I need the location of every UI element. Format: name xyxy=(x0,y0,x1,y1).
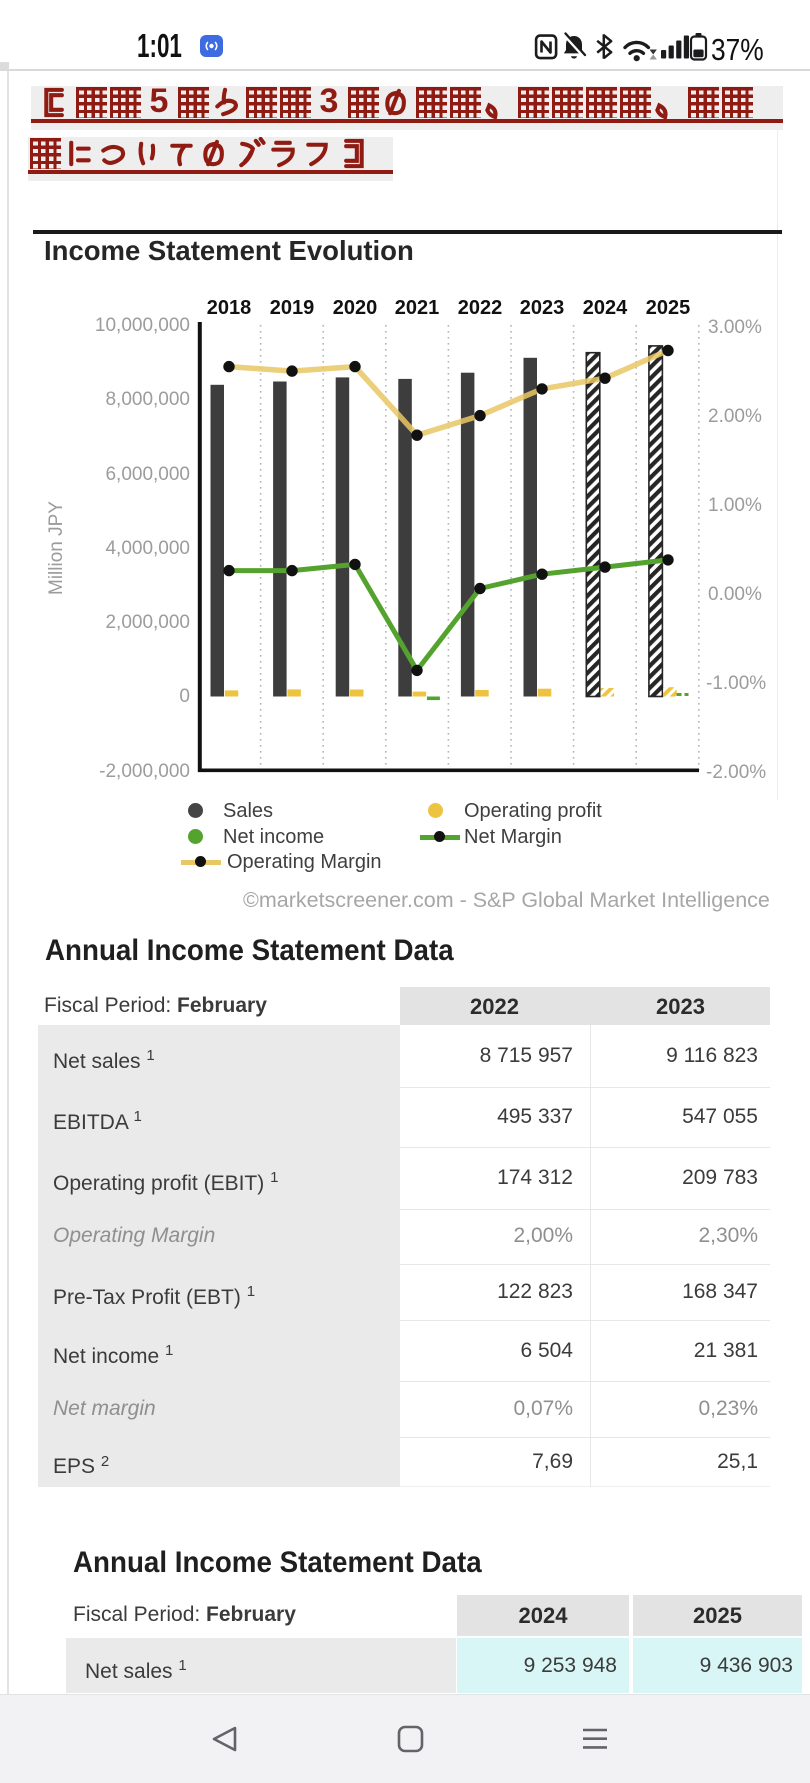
svg-text:0.00%: 0.00% xyxy=(708,584,762,605)
svg-text:2.00%: 2.00% xyxy=(708,406,762,427)
svg-text:2022: 2022 xyxy=(458,297,503,319)
svg-text:2024: 2024 xyxy=(583,297,628,319)
svg-text:2025: 2025 xyxy=(646,297,691,319)
svg-text:0: 0 xyxy=(179,686,190,707)
svg-text:2023: 2023 xyxy=(520,297,565,319)
svg-text:-2,000,000: -2,000,000 xyxy=(99,761,190,782)
svg-text:4,000,000: 4,000,000 xyxy=(105,538,190,559)
svg-text:-2.00%: -2.00% xyxy=(706,762,766,783)
svg-text:10,000,000: 10,000,000 xyxy=(95,315,190,336)
svg-text:2018: 2018 xyxy=(207,297,252,319)
svg-text:6,000,000: 6,000,000 xyxy=(105,464,190,485)
svg-text:8,000,000: 8,000,000 xyxy=(105,389,190,410)
svg-text:1.00%: 1.00% xyxy=(708,495,762,516)
svg-text:2021: 2021 xyxy=(395,297,440,319)
svg-text:2,000,000: 2,000,000 xyxy=(105,612,190,633)
svg-text:Million JPY: Million JPY xyxy=(46,501,67,595)
svg-text:2019: 2019 xyxy=(270,297,315,319)
svg-text:3.00%: 3.00% xyxy=(708,317,762,338)
svg-text:-1.00%: -1.00% xyxy=(706,673,766,694)
svg-text:2020: 2020 xyxy=(333,297,378,319)
